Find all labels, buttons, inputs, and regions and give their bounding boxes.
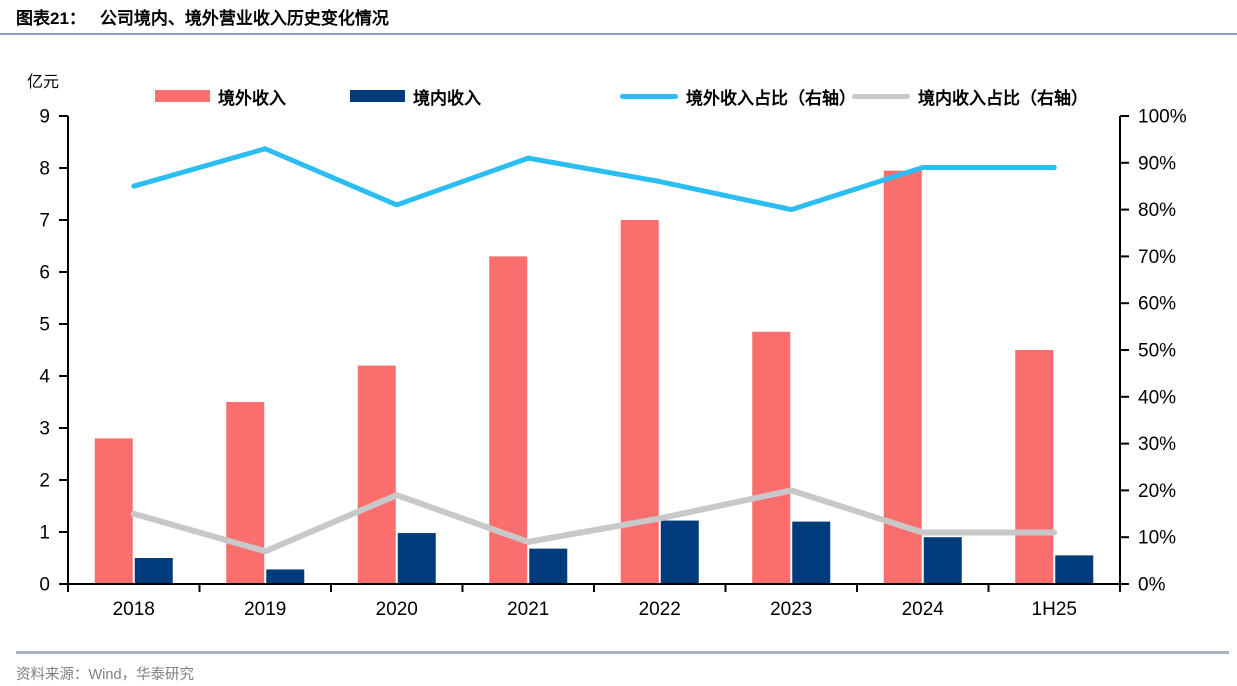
- right-axis-tick-label: 60%: [1138, 294, 1176, 315]
- figure-title-bar: 图表21： 公司境内、境外营业收入历史变化情况: [0, 0, 1237, 35]
- left-axis-tick-label: 0: [39, 575, 50, 596]
- left-axis-tick-label: 1: [39, 523, 50, 544]
- left-axis-tick-label: 5: [39, 315, 50, 336]
- bar-overseas-revenue-2022: [620, 220, 659, 584]
- line-domestic-share: [130, 487, 1058, 555]
- x-axis-label-2019: 2019: [244, 599, 286, 620]
- bar-overseas-revenue-2018: [94, 438, 133, 584]
- right-axis-tick-label: 30%: [1138, 434, 1176, 455]
- right-axis-tick-label: 80%: [1138, 200, 1176, 221]
- right-axis-tick-label: 90%: [1138, 153, 1176, 174]
- chart-legend: 境外收入 境内收入 境外收入占比（右轴） 境内收入占比（右轴）: [0, 85, 1237, 109]
- bar-overseas-revenue-1H25: [1015, 350, 1054, 584]
- x-axis-label-2023: 2023: [770, 599, 812, 620]
- legend-item-overseas-share: 境外收入占比（右轴）: [620, 85, 856, 108]
- right-axis-tick-label: 70%: [1138, 247, 1176, 268]
- bar-overseas-revenue-2023: [752, 331, 791, 584]
- bar-domestic-revenue-2021: [529, 548, 568, 584]
- left-axis-tick-label: 9: [39, 107, 50, 128]
- x-axis-label-2021: 2021: [507, 599, 549, 620]
- source-line: 资料来源：Wind，华泰研究: [16, 651, 1229, 684]
- chart-area: 亿元 境外收入 境内收入 境外收入占比（右轴） 境内收入占比（右轴） 0 1 2 3 4…: [0, 38, 1237, 630]
- left-axis-tick-label: 3: [39, 419, 50, 440]
- x-axis-label-1H25: 1H25: [1032, 599, 1077, 620]
- legend-swatch-domestic-revenue: [350, 90, 405, 102]
- bar-domestic-revenue-2024: [923, 537, 962, 584]
- bar-overseas-revenue-2024: [883, 170, 922, 584]
- left-axis-tick-label: 2: [39, 471, 50, 492]
- source-label: 资料来源：: [16, 667, 89, 683]
- bar-domestic-revenue-2020: [397, 533, 436, 584]
- legend-label-domestic-revenue: 境内收入: [413, 88, 481, 108]
- legend-swatch-domestic-share: [852, 93, 910, 99]
- legend-swatch-overseas-revenue: [155, 90, 210, 102]
- left-axis-tick-label: 7: [39, 211, 50, 232]
- legend-item-domestic-share: 境内收入占比（右轴）: [852, 85, 1088, 108]
- left-axis-tick-label: 8: [39, 159, 50, 180]
- left-axis-tick-label: 4: [39, 367, 50, 388]
- figure-number: 图表21：: [16, 9, 86, 28]
- bar-overseas-revenue-2019: [226, 402, 265, 584]
- left-axis-tick-label: 6: [39, 263, 50, 284]
- left-axis-unit-label: 亿元: [27, 74, 60, 91]
- x-axis-label-2020: 2020: [376, 599, 418, 620]
- right-axis-tick-label: 100%: [1138, 107, 1187, 128]
- right-axis-tick-label: 20%: [1138, 481, 1176, 502]
- legend-item-overseas-revenue: 境外收入: [155, 85, 286, 108]
- x-axis-label-2024: 2024: [902, 599, 945, 620]
- bar-domestic-revenue-2019: [266, 569, 305, 584]
- right-axis-tick-label: 50%: [1138, 341, 1176, 362]
- bar-overseas-revenue-2020: [357, 365, 396, 584]
- legend-label-overseas-share: 境外收入占比（右轴）: [686, 88, 856, 108]
- chart-plot: 01234567890%10%20%30%40%50%60%70%80%90%1…: [39, 107, 1187, 621]
- source-text: Wind，华泰研究: [88, 667, 195, 683]
- bar-domestic-revenue-1H25: [1055, 555, 1094, 584]
- bar-domestic-revenue-2023: [792, 521, 831, 584]
- right-axis-tick-label: 40%: [1138, 387, 1176, 408]
- legend-swatch-overseas-share: [620, 93, 678, 99]
- legend-item-domestic-revenue: 境内收入: [350, 85, 481, 108]
- bar-domestic-revenue-2022: [660, 520, 699, 584]
- legend-label-overseas-revenue: 境外收入: [218, 88, 286, 108]
- line-overseas-share: [131, 146, 1057, 213]
- x-axis-label-2018: 2018: [113, 599, 155, 620]
- x-axis-label-2022: 2022: [639, 599, 681, 620]
- right-axis-tick-label: 10%: [1138, 528, 1176, 549]
- bar-domestic-revenue-2018: [134, 558, 173, 584]
- right-axis-tick-label: 0%: [1138, 575, 1166, 596]
- legend-label-domestic-share: 境内收入占比（右轴）: [918, 88, 1088, 108]
- figure-caption: 公司境内、境外营业收入历史变化情况: [99, 9, 389, 28]
